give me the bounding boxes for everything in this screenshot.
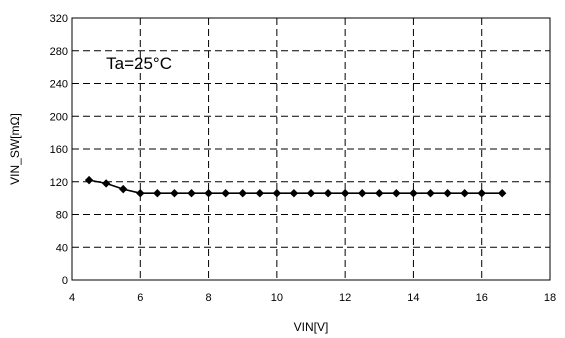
data-point-marker [238, 189, 247, 198]
y-tick-label: 240 [50, 79, 68, 91]
data-point-marker [477, 189, 486, 198]
data-point-marker [204, 189, 213, 198]
y-tick-label: 120 [50, 177, 68, 189]
x-tick-label: 8 [206, 292, 212, 304]
x-tick-label: 6 [137, 292, 143, 304]
data-point-marker [221, 189, 230, 198]
data-point-marker [153, 189, 162, 198]
y-tick-label: 280 [50, 46, 68, 58]
data-point-marker [358, 189, 367, 198]
x-tick-label: 16 [476, 292, 488, 304]
data-point-marker [409, 189, 418, 198]
plot-area [71, 17, 551, 281]
y-axis-label: VIN_SW[mΩ] [8, 113, 22, 185]
grid-lines [72, 18, 550, 280]
y-tick-label: 320 [50, 13, 68, 25]
x-tick-label: 18 [544, 292, 556, 304]
y-tick-label: 0 [62, 275, 68, 287]
data-point-marker [323, 189, 333, 198]
data-point-marker [498, 189, 507, 198]
x-axis-label: VIN[V] [294, 320, 329, 334]
data-point-marker [460, 189, 469, 198]
x-tick-label: 4 [69, 292, 75, 304]
x-tick-label: 12 [339, 292, 351, 304]
temperature-annotation: Ta=25°C [106, 54, 172, 73]
data-point-marker [255, 189, 264, 198]
y-tick-label: 200 [50, 111, 68, 123]
x-tick-label: 10 [271, 292, 283, 304]
y-tick-label: 80 [56, 210, 68, 222]
series-layer [84, 175, 507, 198]
data-point-marker [375, 189, 384, 198]
data-point-marker [272, 189, 282, 198]
tick-labels: 4 6 8 10 12 14 16 18 0 40 80 120 160 200 240 280 320 [50, 13, 556, 304]
data-point-marker [119, 184, 128, 194]
x-tick-label: 14 [407, 292, 419, 304]
data-point-marker [340, 189, 350, 198]
data-point-marker [170, 189, 179, 198]
data-point-marker [101, 179, 111, 188]
y-tick-label: 40 [56, 242, 68, 254]
data-point-marker [187, 189, 196, 198]
data-point-marker [392, 189, 401, 198]
y-tick-label: 160 [50, 144, 68, 156]
data-point-marker [289, 189, 299, 198]
data-point-marker [84, 175, 94, 185]
data-point-marker [426, 189, 435, 198]
data-point-marker [443, 189, 452, 198]
data-point-marker [136, 189, 145, 198]
data-point-marker [306, 189, 316, 198]
